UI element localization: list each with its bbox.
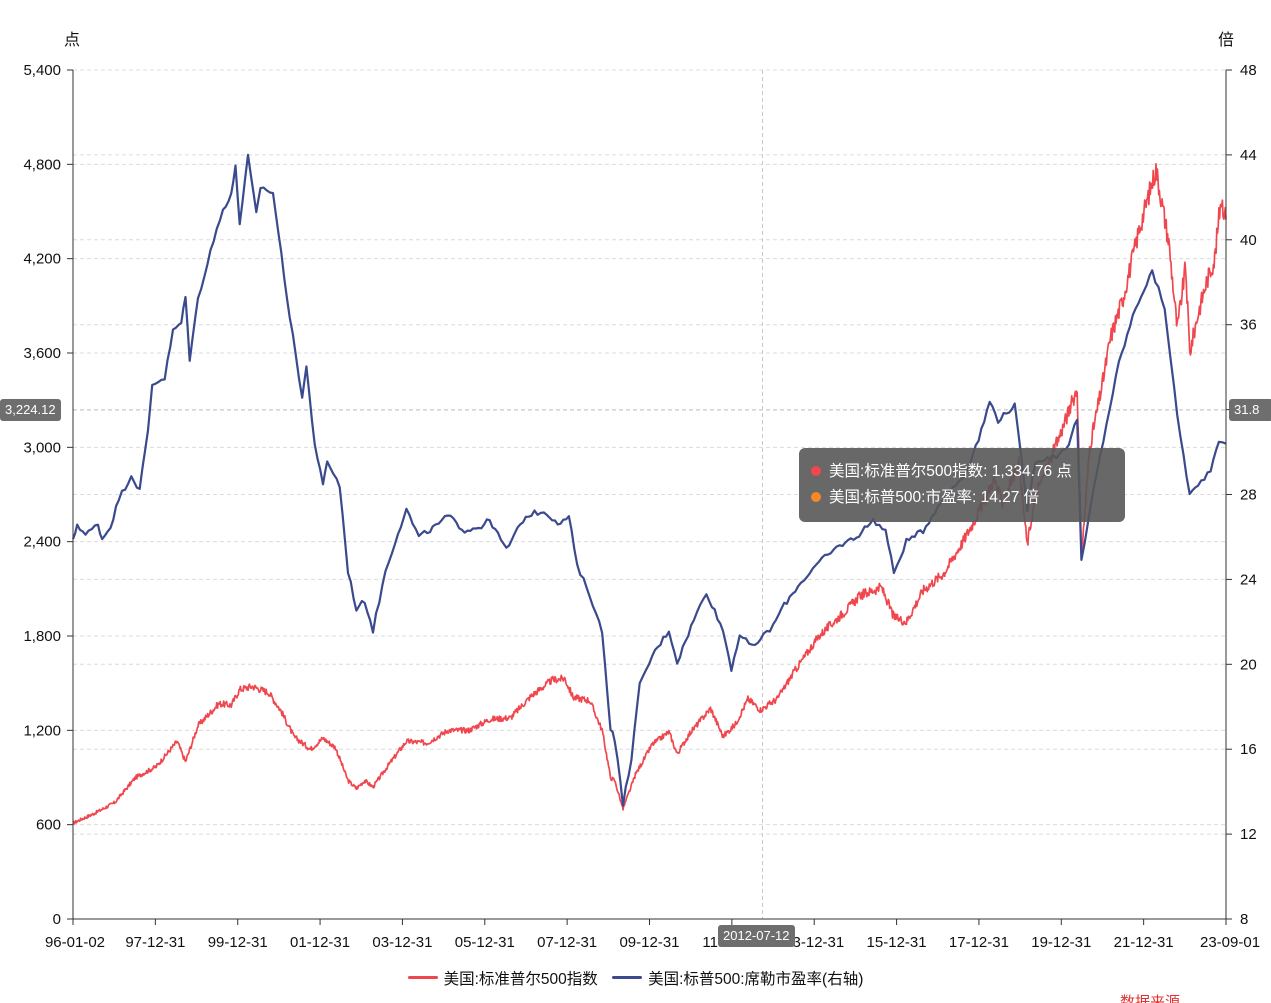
right-pointer-label: 31.8 [1229, 399, 1271, 421]
x-pointer-label: 2012-07-12 [718, 925, 795, 947]
tooltip-sp500-dot [811, 466, 821, 476]
right-tick-label-0: 8 [1240, 911, 1248, 928]
tooltip-pe-text: 美国:标普500:市盈率: 14.27 倍 [829, 489, 1040, 506]
tooltip-row-pe: 美国:标普500:市盈率: 14.27 倍 [811, 485, 1113, 511]
legend-item-cape[interactable]: 美国:标普500:席勒市盈率(右轴) [612, 967, 863, 989]
tooltip: 美国:标准普尔500指数: 1,334.76 点 美国:标普500:市盈率: 1… [799, 448, 1125, 522]
x-tick-label-5: 05-12-31 [455, 934, 515, 951]
x-tick-label-11: 17-12-31 [949, 934, 1009, 951]
x-tick-label-1: 97-12-31 [125, 934, 185, 951]
left-tick-label-8: 4,800 [23, 156, 61, 173]
x-tick-label-13: 21-12-31 [1114, 934, 1174, 951]
x-tick-label-3: 01-12-31 [290, 934, 350, 951]
left-pointer-label: 3,224.12 [0, 399, 61, 421]
x-tick-label-9: 13-12-31 [784, 934, 844, 951]
right-tick-label-7: 36 [1240, 317, 1257, 334]
source-text: 数据来源 [1120, 994, 1181, 1003]
right-tick-label-3: 20 [1240, 656, 1257, 673]
tooltip-pe-dot [811, 492, 821, 502]
left-tick-label-2: 1,200 [23, 722, 61, 739]
legend-item-sp500[interactable]: 美国:标准普尔500指数 [407, 967, 598, 989]
legend-label-cape: 美国:标普500:席勒市盈率(右轴) [648, 970, 864, 988]
x-tick-label-14: 23-09-01 [1200, 934, 1260, 951]
x-tick-label-7: 09-12-31 [619, 934, 679, 951]
crosshair [73, 70, 1226, 919]
left-tick-label-4: 2,400 [23, 534, 61, 551]
right-tick-label-4: 24 [1240, 571, 1257, 588]
left-tick-label-1: 600 [36, 817, 61, 834]
right-tick-label-5: 28 [1240, 487, 1257, 504]
x-tick-label-2: 99-12-31 [208, 934, 268, 951]
left-tick-label-3: 1,800 [23, 628, 61, 645]
x-tick-label-12: 19-12-31 [1031, 934, 1091, 951]
legend-label-sp500: 美国:标准普尔500指数 [443, 970, 598, 988]
right-tick-label-2: 16 [1240, 741, 1257, 758]
x-tick-label-0: 96-01-02 [45, 934, 105, 951]
left-tick-label-0: 0 [53, 911, 61, 928]
right-tick-label-1: 12 [1240, 826, 1257, 843]
x-tick-label-10: 15-12-31 [867, 934, 927, 951]
left-tick-label-6: 3,600 [23, 345, 61, 362]
axes: 0 600 1,200 1,800 2,400 3,000 3,600 4,200 4,800 5… [23, 62, 1260, 951]
right-tick-label-10: 48 [1240, 62, 1257, 79]
left-axis-unit: 点 [64, 31, 80, 49]
legend: 美国:标准普尔500指数 美国:标普500:席勒市盈率(右轴) [0, 966, 1271, 989]
tooltip-sp500-text: 美国:标准普尔500指数: 1,334.76 点 [829, 463, 1072, 480]
x-tick-label-4: 03-12-31 [372, 934, 432, 951]
right-axis-unit: 倍 [1218, 31, 1234, 49]
left-tick-label-5: 3,000 [23, 439, 61, 456]
left-tick-label-9: 5,400 [23, 62, 61, 79]
right-tick-label-8: 40 [1240, 232, 1257, 249]
tooltip-row-sp500: 美国:标准普尔500指数: 1,334.76 点 [811, 459, 1113, 485]
legend-swatch-sp500 [407, 976, 438, 979]
right-tick-label-9: 44 [1240, 147, 1257, 164]
left-tick-label-7: 4,200 [23, 251, 61, 268]
x-tick-label-6: 07-12-31 [537, 934, 597, 951]
legend-swatch-cape [612, 976, 643, 979]
